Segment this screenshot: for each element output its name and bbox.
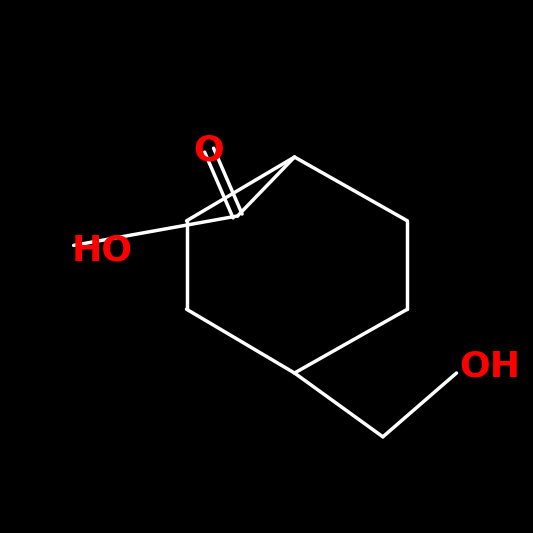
Text: O: O: [193, 133, 224, 167]
Text: OH: OH: [459, 349, 521, 383]
Text: HO: HO: [71, 233, 133, 268]
